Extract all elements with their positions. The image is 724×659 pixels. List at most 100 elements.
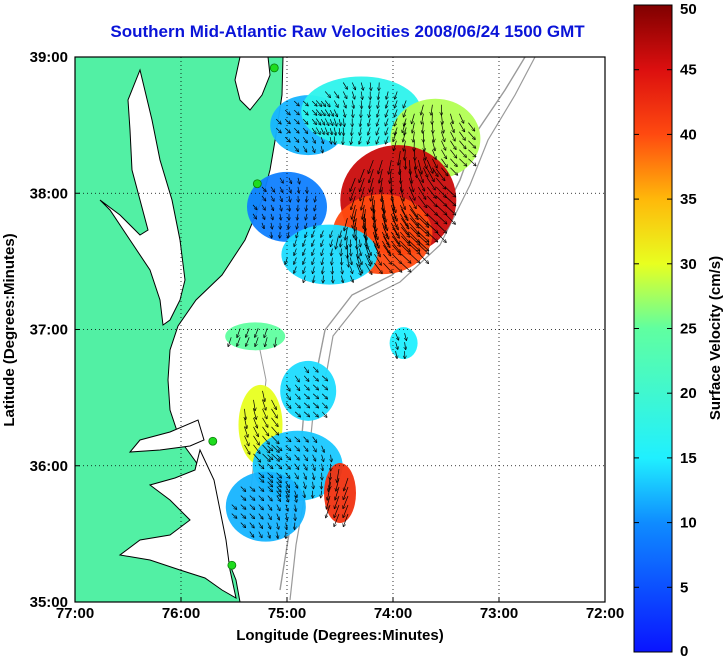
velocity-vector <box>252 204 257 210</box>
velocity-vector <box>402 122 406 133</box>
velocity-vector <box>293 136 298 142</box>
velocity-vector <box>468 122 474 131</box>
velocity-vector <box>441 113 442 124</box>
velocity-vector <box>294 472 299 479</box>
velocity-vector <box>359 136 362 144</box>
velocity-vector <box>450 158 457 167</box>
velocity-vector <box>359 257 361 265</box>
velocity-vector <box>343 504 349 517</box>
velocity-vector <box>252 213 256 219</box>
velocity-vector <box>258 486 264 492</box>
velocity-vector <box>390 195 394 210</box>
velocity-vector <box>231 513 237 519</box>
velocity-vector <box>262 399 266 410</box>
velocity-vector <box>410 253 419 263</box>
velocity-vector <box>284 118 290 124</box>
velocity-vector <box>333 91 338 98</box>
velocity-vector <box>334 513 340 526</box>
velocity-vector <box>328 477 330 491</box>
velocity-vector <box>360 186 365 201</box>
velocity-vector <box>399 195 405 209</box>
velocity-vector <box>410 244 419 254</box>
velocity-vector <box>394 109 398 117</box>
velocity-vector <box>436 177 445 189</box>
velocity-vector <box>284 136 290 142</box>
velocity-vector <box>468 131 475 140</box>
velocity-vector <box>432 167 437 177</box>
velocity-vector <box>261 186 266 192</box>
velocity-vector <box>303 463 307 470</box>
velocity-vector <box>422 113 424 124</box>
velocity-vector <box>394 100 398 108</box>
velocity-vector <box>404 118 407 126</box>
velocity-vector <box>329 109 333 116</box>
velocity-vector <box>390 222 398 235</box>
velocity-vector <box>261 204 265 210</box>
velocity-vector <box>253 408 257 419</box>
velocity-vector <box>405 333 407 340</box>
velocity-vector <box>365 227 366 240</box>
y-tick-label: 37:00 <box>30 322 68 339</box>
velocity-region-virginia-inshore <box>281 224 378 285</box>
velocity-vector <box>311 145 314 152</box>
velocity-vector <box>231 504 237 510</box>
velocity-vector <box>271 435 279 444</box>
velocity-vector <box>285 495 289 502</box>
velocity-vector <box>331 239 333 247</box>
station-marker <box>252 179 262 189</box>
velocity-vector <box>253 426 259 436</box>
velocity-vector <box>244 426 248 437</box>
velocity-vector <box>403 109 407 117</box>
velocity-vector <box>315 118 320 125</box>
velocity-vector <box>262 435 270 444</box>
velocity-vector <box>359 239 360 247</box>
velocity-vector <box>441 131 444 142</box>
x-tick-label: 73:00 <box>480 605 518 622</box>
y-tick-label: 38:00 <box>30 185 68 202</box>
velocity-vector <box>326 495 331 509</box>
y-tick-label: 35:00 <box>30 594 68 611</box>
velocity-vector <box>294 490 297 497</box>
velocity-vector <box>294 411 300 417</box>
velocity-vector <box>436 213 446 224</box>
velocity-vector <box>377 109 380 117</box>
velocity-vector <box>294 239 297 247</box>
velocity-vector <box>312 445 317 452</box>
chesapeake-bay <box>99 68 186 326</box>
velocity-vector <box>459 131 465 140</box>
velocity-vector <box>330 137 331 144</box>
velocity-vector <box>262 444 270 453</box>
velocity-vector <box>275 337 276 346</box>
velocity-vector <box>276 495 281 502</box>
velocity-vector <box>324 118 329 126</box>
velocity-vector <box>400 213 407 226</box>
velocity-vector <box>324 127 328 135</box>
velocity-vector <box>376 127 380 135</box>
velocity-vector <box>268 531 270 538</box>
velocity-vector <box>410 226 419 236</box>
velocity-vector <box>445 186 455 197</box>
velocity-vector <box>262 453 271 461</box>
velocity-vector <box>342 100 346 108</box>
velocity-vector <box>345 227 348 240</box>
velocity-vector <box>332 275 333 283</box>
colorbar-tick-label: 15 <box>680 450 697 467</box>
velocity-vector <box>320 127 324 134</box>
x-axis-label: Longitude (Degrees:Minutes) <box>236 627 444 644</box>
velocity-vector <box>374 235 379 248</box>
x-tick-label: 74:00 <box>374 605 412 622</box>
velocity-vector <box>293 145 298 151</box>
colorbar-tick-label: 5 <box>680 579 688 596</box>
velocity-vector <box>302 136 307 142</box>
velocity-vector <box>351 91 354 99</box>
velocity-vector <box>330 230 333 238</box>
velocity-vector <box>401 253 410 263</box>
velocity-vector <box>400 222 408 234</box>
velocity-vector <box>271 426 279 435</box>
velocity-vector <box>350 257 351 265</box>
velocity-vector <box>253 453 261 462</box>
velocity-vector <box>409 160 410 174</box>
velocity-vector <box>304 481 306 489</box>
y-axis: 35:00 36:00 37:00 38:00 39:00 <box>30 49 80 611</box>
velocity-vector <box>427 177 435 190</box>
